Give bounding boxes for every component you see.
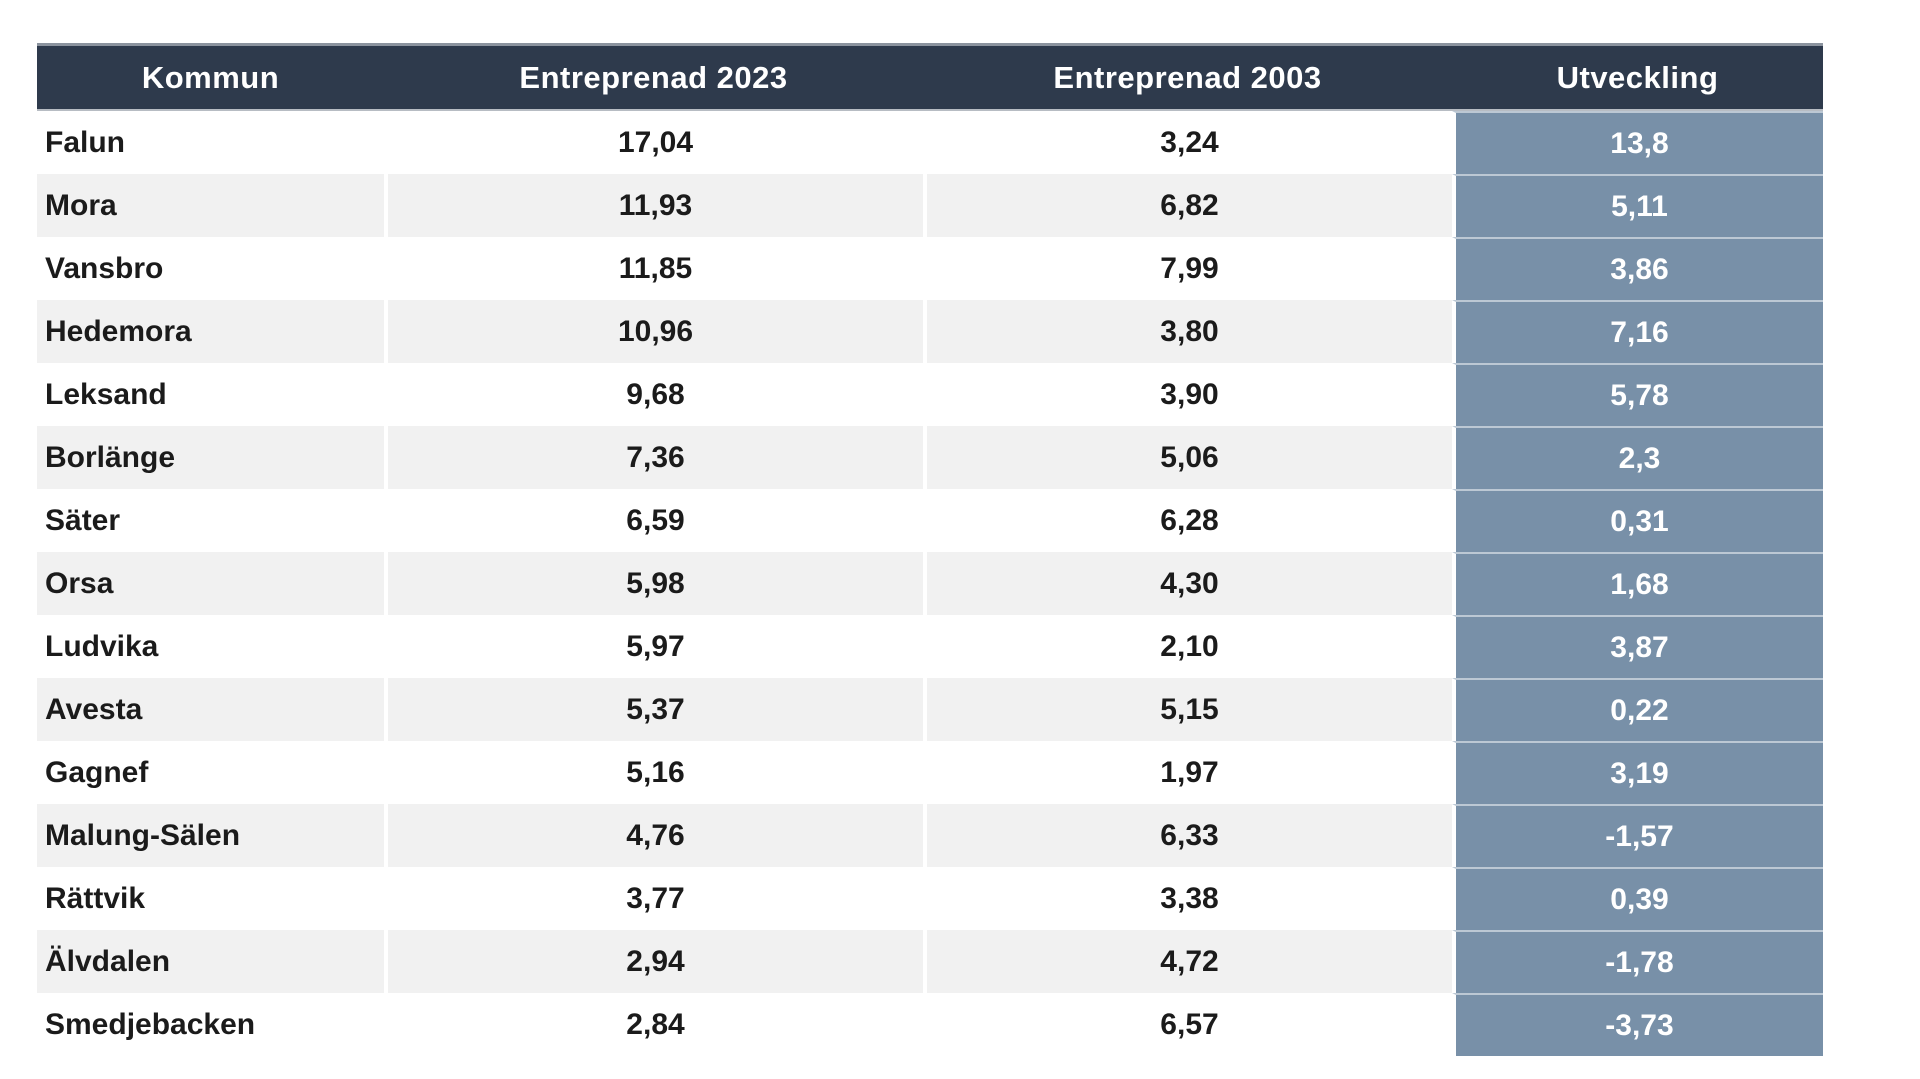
cell-entreprenad-2023: 11,93 (384, 174, 923, 237)
cell-utveckling: 0,31 (1452, 489, 1823, 552)
cell-utveckling: -1,57 (1452, 804, 1823, 867)
cell-utveckling: 7,16 (1452, 300, 1823, 363)
table-row-rattvik: Rättvik 3,77 3,38 0,39 (37, 867, 1823, 930)
cell-entreprenad-2023: 2,94 (384, 930, 923, 993)
cell-utveckling: 2,3 (1452, 426, 1823, 489)
cell-entreprenad-2003: 7,99 (923, 237, 1452, 300)
cell-entreprenad-2003: 6,82 (923, 174, 1452, 237)
cell-entreprenad-2023: 10,96 (384, 300, 923, 363)
cell-entreprenad-2003: 1,97 (923, 741, 1452, 804)
cell-entreprenad-2023: 9,68 (384, 363, 923, 426)
column-header-entreprenad-2003: Entreprenad 2003 (923, 43, 1452, 111)
cell-utveckling: 5,11 (1452, 174, 1823, 237)
table-row-leksand: Leksand 9,68 3,90 5,78 (37, 363, 1823, 426)
cell-entreprenad-2003: 3,24 (923, 111, 1452, 174)
cell-entreprenad-2023: 6,59 (384, 489, 923, 552)
cell-entreprenad-2023: 5,37 (384, 678, 923, 741)
cell-utveckling: 0,39 (1452, 867, 1823, 930)
cell-utveckling: 3,87 (1452, 615, 1823, 678)
cell-kommun: Falun (37, 111, 384, 174)
cell-entreprenad-2003: 2,10 (923, 615, 1452, 678)
cell-utveckling: 0,22 (1452, 678, 1823, 741)
cell-kommun: Mora (37, 174, 384, 237)
cell-kommun: Malung-Sälen (37, 804, 384, 867)
cell-entreprenad-2023: 3,77 (384, 867, 923, 930)
table-row-gagnef: Gagnef 5,16 1,97 3,19 (37, 741, 1823, 804)
cell-kommun: Hedemora (37, 300, 384, 363)
column-header-kommun: Kommun (37, 43, 384, 111)
cell-entreprenad-2023: 5,97 (384, 615, 923, 678)
cell-entreprenad-2023: 2,84 (384, 993, 923, 1056)
cell-entreprenad-2023: 11,85 (384, 237, 923, 300)
cell-kommun: Rättvik (37, 867, 384, 930)
header-row: Kommun Entreprenad 2023 Entreprenad 2003… (37, 43, 1823, 111)
column-header-entreprenad-2023: Entreprenad 2023 (384, 43, 923, 111)
cell-kommun: Leksand (37, 363, 384, 426)
cell-kommun: Älvdalen (37, 930, 384, 993)
table-row-orsa: Orsa 5,98 4,30 1,68 (37, 552, 1823, 615)
cell-kommun: Ludvika (37, 615, 384, 678)
table-row-sater: Säter 6,59 6,28 0,31 (37, 489, 1823, 552)
cell-entreprenad-2003: 3,80 (923, 300, 1452, 363)
cell-utveckling: 13,8 (1452, 111, 1823, 174)
cell-utveckling: -3,73 (1452, 993, 1823, 1056)
kommun-entreprenad-table: Kommun Entreprenad 2023 Entreprenad 2003… (37, 43, 1823, 1056)
cell-entreprenad-2003: 5,06 (923, 426, 1452, 489)
table-row-smedjebacken: Smedjebacken 2,84 6,57 -3,73 (37, 993, 1823, 1056)
table-row-mora: Mora 11,93 6,82 5,11 (37, 174, 1823, 237)
cell-kommun: Borlänge (37, 426, 384, 489)
cell-entreprenad-2023: 4,76 (384, 804, 923, 867)
table-row-borlange: Borlänge 7,36 5,06 2,3 (37, 426, 1823, 489)
cell-entreprenad-2023: 7,36 (384, 426, 923, 489)
table-row-ludvika: Ludvika 5,97 2,10 3,87 (37, 615, 1823, 678)
cell-entreprenad-2003: 4,72 (923, 930, 1452, 993)
cell-utveckling: -1,78 (1452, 930, 1823, 993)
table-row-alvdalen: Älvdalen 2,94 4,72 -1,78 (37, 930, 1823, 993)
cell-kommun: Avesta (37, 678, 384, 741)
cell-entreprenad-2003: 6,57 (923, 993, 1452, 1056)
cell-entreprenad-2003: 3,38 (923, 867, 1452, 930)
cell-kommun: Säter (37, 489, 384, 552)
table-row-vansbro: Vansbro 11,85 7,99 3,86 (37, 237, 1823, 300)
table-row-malung-salen: Malung-Sälen 4,76 6,33 -1,57 (37, 804, 1823, 867)
cell-utveckling: 5,78 (1452, 363, 1823, 426)
table-row-falun: Falun 17,04 3,24 13,8 (37, 111, 1823, 174)
cell-entreprenad-2003: 6,28 (923, 489, 1452, 552)
cell-entreprenad-2023: 5,98 (384, 552, 923, 615)
cell-entreprenad-2003: 4,30 (923, 552, 1452, 615)
cell-entreprenad-2003: 3,90 (923, 363, 1452, 426)
cell-entreprenad-2003: 5,15 (923, 678, 1452, 741)
column-header-utveckling: Utveckling (1452, 43, 1823, 111)
cell-utveckling: 3,86 (1452, 237, 1823, 300)
cell-kommun: Smedjebacken (37, 993, 384, 1056)
cell-kommun: Vansbro (37, 237, 384, 300)
cell-entreprenad-2023: 5,16 (384, 741, 923, 804)
cell-entreprenad-2003: 6,33 (923, 804, 1452, 867)
cell-kommun: Orsa (37, 552, 384, 615)
cell-utveckling: 1,68 (1452, 552, 1823, 615)
cell-kommun: Gagnef (37, 741, 384, 804)
cell-entreprenad-2023: 17,04 (384, 111, 923, 174)
cell-utveckling: 3,19 (1452, 741, 1823, 804)
table-row-hedemora: Hedemora 10,96 3,80 7,16 (37, 300, 1823, 363)
table-row-avesta: Avesta 5,37 5,15 0,22 (37, 678, 1823, 741)
